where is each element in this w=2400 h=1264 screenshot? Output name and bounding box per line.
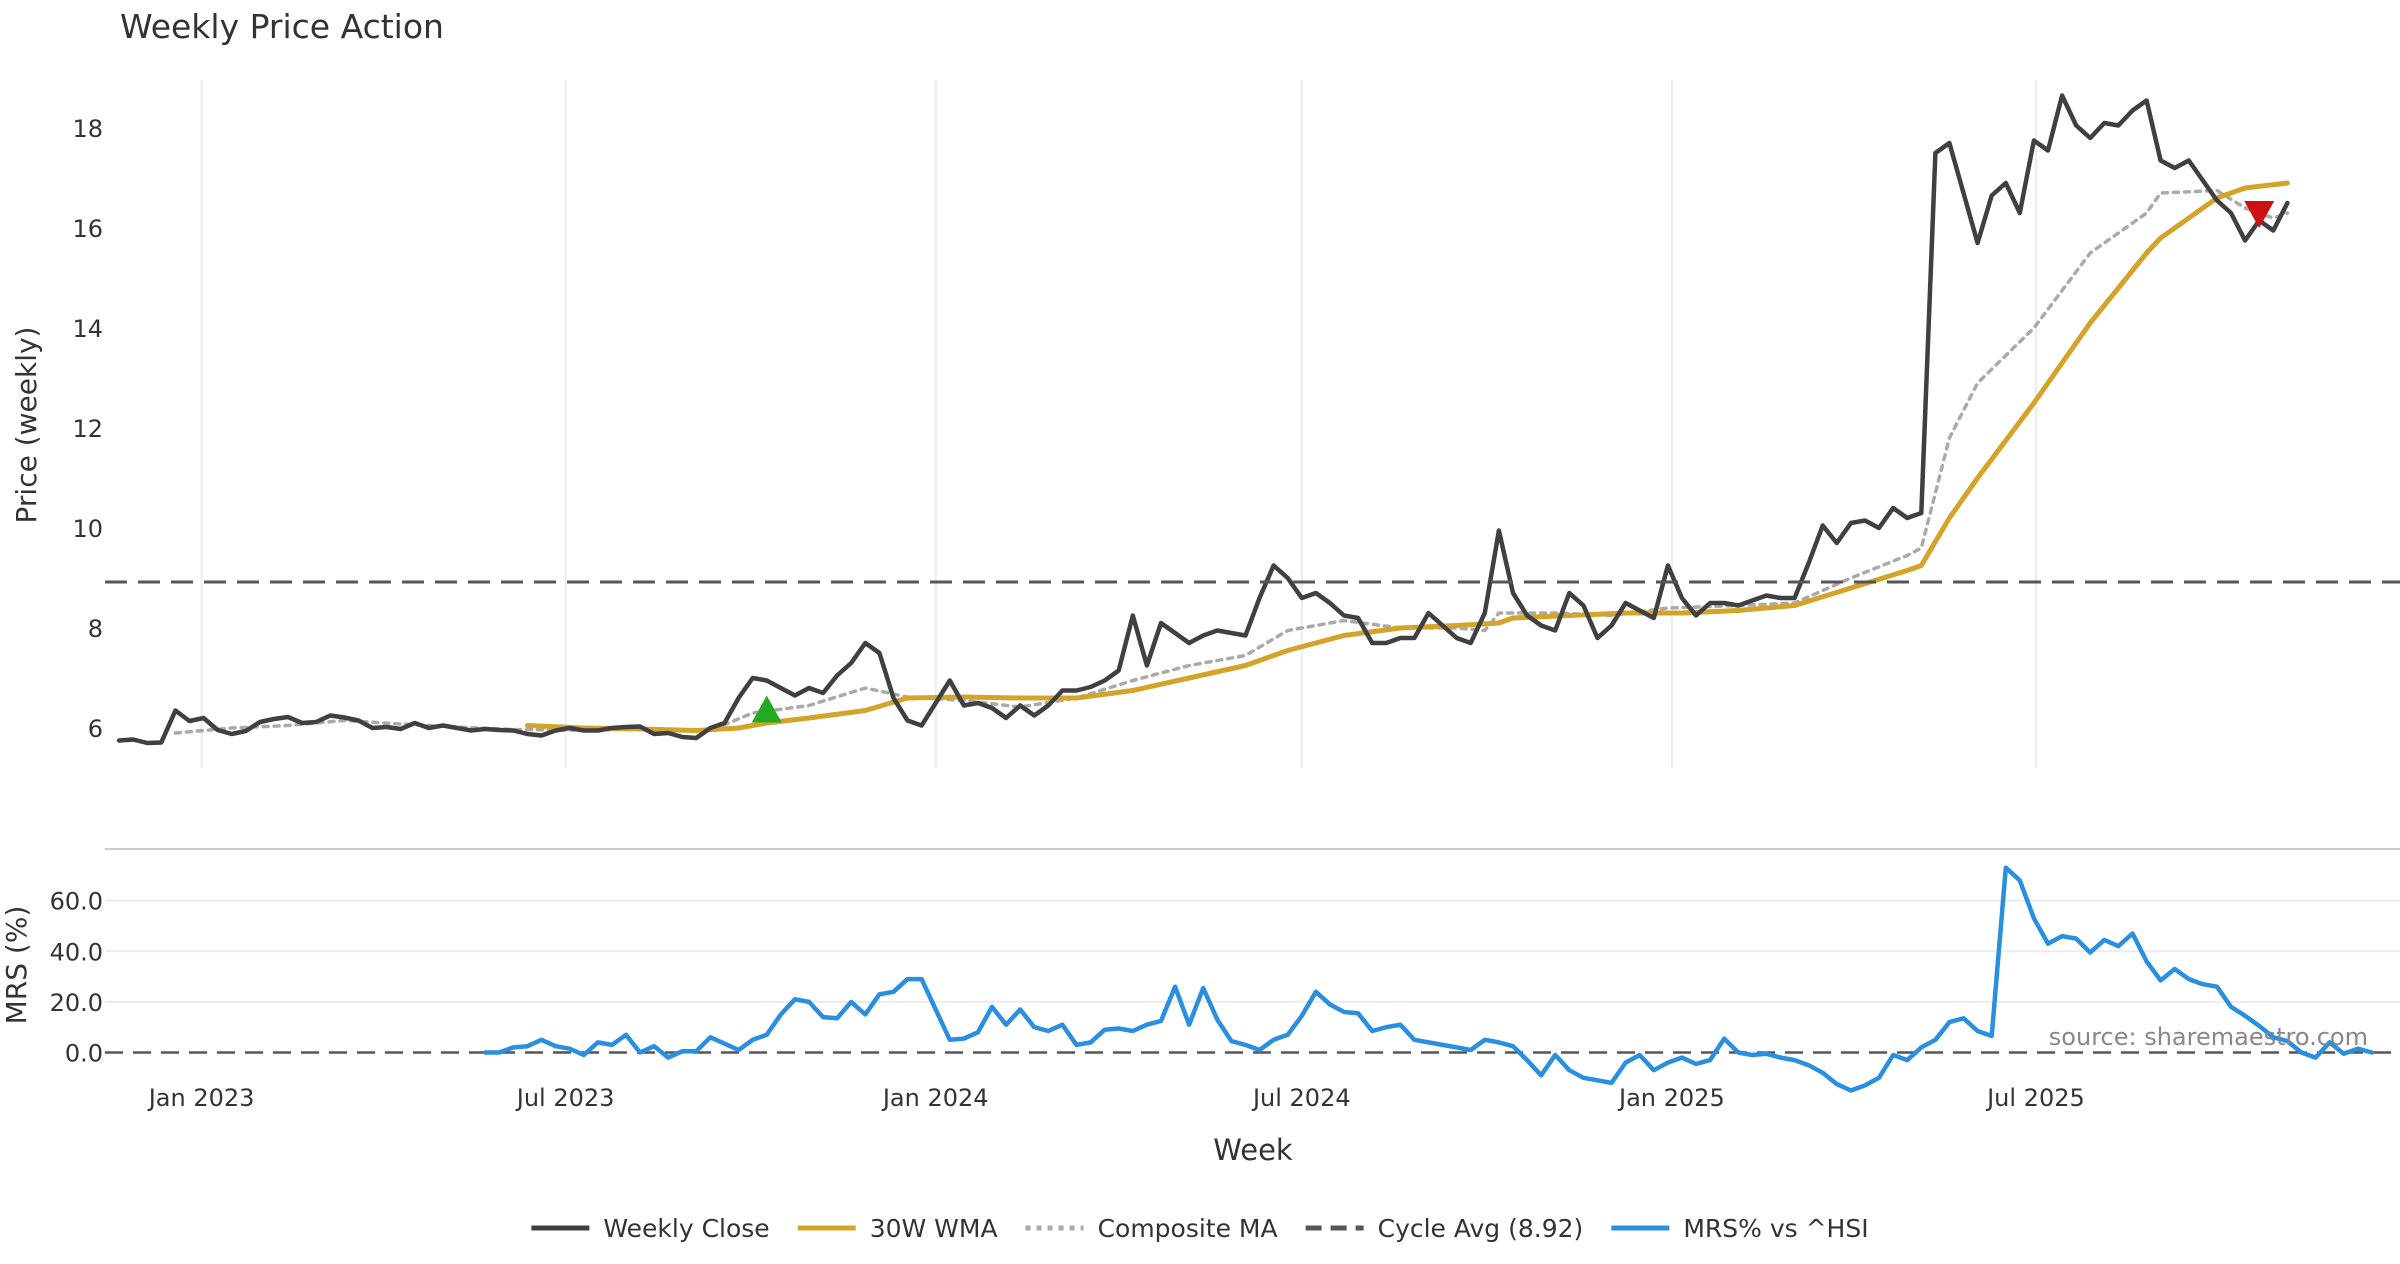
x-axis-label: Week	[1213, 1133, 1293, 1167]
price-y-tick-label: 10	[72, 515, 103, 543]
mrs-y-axis-label: MRS (%)	[0, 906, 33, 1025]
legend-label-weekly-close: Weekly Close	[603, 1214, 769, 1243]
mrs-y-tick-label: 60.0	[50, 888, 103, 916]
x-axis-ticks: Jan 2023 Jul 2023 Jan 2024 Jul 2024 Jan 2025…	[147, 1084, 2085, 1112]
legend-label-mrs-vs-hsi: MRS% vs ^HSI	[1683, 1214, 1868, 1243]
chart-title: Weekly Price Action	[120, 7, 444, 46]
chart-legend: Weekly Close 30W WMA Composite MA Cycle Avg…	[531, 1214, 1869, 1243]
mrs-y-tick-label: 0.0	[65, 1040, 103, 1068]
source-annotation: source: sharemaestro.com	[2049, 1023, 2368, 1051]
x-tick-label: Jul 2024	[1251, 1084, 1351, 1112]
x-tick-label: Jan 2025	[1617, 1084, 1725, 1112]
series-30w-wma	[524, 180, 2290, 733]
price-y-tick-label: 18	[72, 115, 103, 143]
legend-label-cycle-avg-8-92: Cycle Avg (8.92)	[1378, 1214, 1584, 1243]
sell-signal-marker	[2244, 201, 2275, 228]
mrs-panel-series	[105, 865, 2400, 1093]
series-composite-ma	[173, 188, 2290, 735]
mrs-y-tick-label: 40.0	[50, 938, 103, 966]
price-panel-grid	[200, 80, 2037, 768]
price-y-tick-label: 6	[88, 715, 103, 743]
x-tick-label: Jan 2023	[147, 1084, 255, 1112]
price-y-tick-label: 16	[72, 215, 103, 243]
mrs-y-axis-ticks: 0.0 20.0 40.0 60.0	[50, 888, 103, 1068]
legend-label-composite-ma: Composite MA	[1098, 1214, 1278, 1243]
x-tick-label: Jan 2024	[881, 1084, 989, 1112]
x-tick-label: Jul 2025	[1985, 1084, 2085, 1112]
series-weekly-close	[116, 93, 2290, 746]
mrs-panel-grid	[105, 899, 2400, 1003]
x-tick-label: Jul 2023	[515, 1084, 615, 1112]
price-y-axis-ticks: 6 8 10 12 14 16 18	[72, 115, 103, 743]
price-panel-series	[105, 93, 2400, 746]
signal-markers	[751, 201, 2275, 723]
price-y-tick-label: 12	[72, 415, 103, 443]
price-y-tick-label: 14	[72, 315, 103, 343]
mrs-y-tick-label: 20.0	[50, 989, 103, 1017]
legend-label-30w-wma: 30W WMA	[870, 1214, 998, 1243]
series-mrs-vs-hsi	[482, 865, 2375, 1093]
price-y-axis-label: Price (weekly)	[10, 327, 43, 524]
buy-signal-marker	[751, 695, 782, 723]
price-y-tick-label: 8	[88, 615, 103, 643]
